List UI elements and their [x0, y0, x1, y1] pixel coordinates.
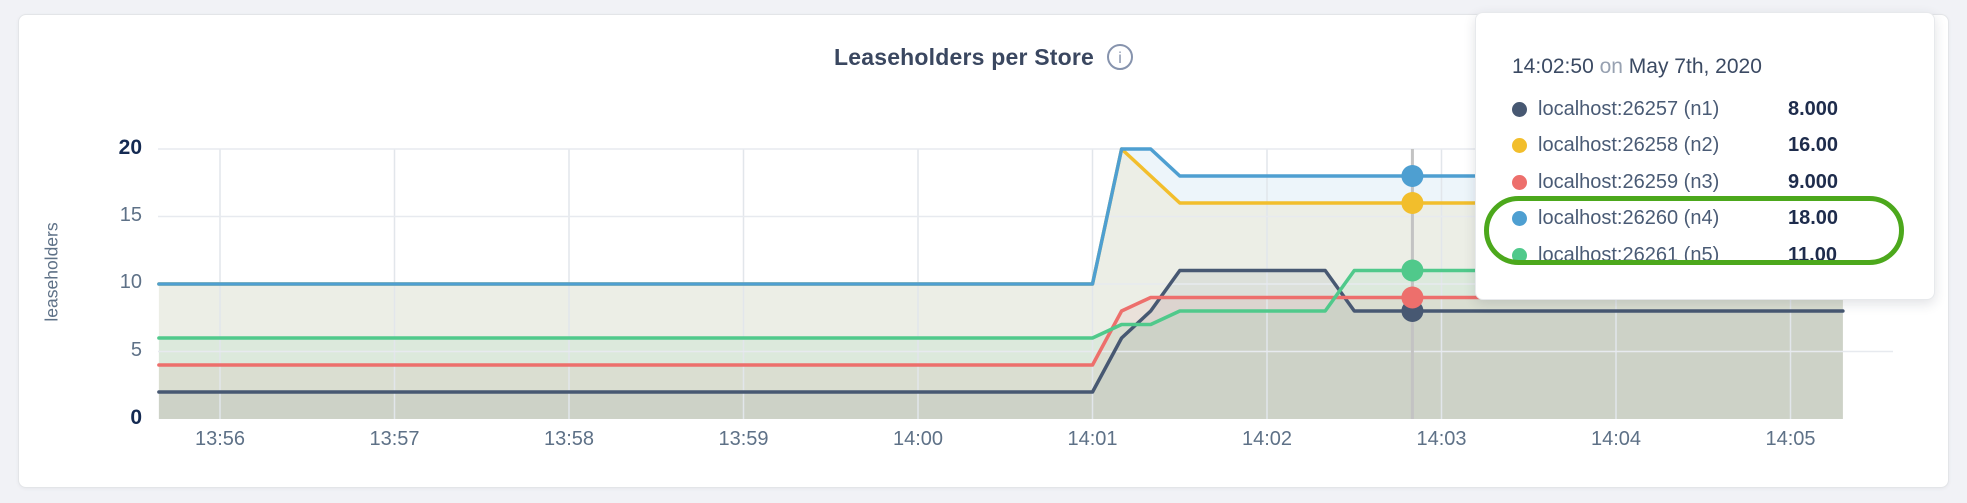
- legend-dot-n1: [1512, 101, 1527, 117]
- y-tick-label: 20: [118, 136, 142, 159]
- info-icon[interactable]: i: [1107, 44, 1134, 70]
- legend-dot-n2: [1512, 138, 1527, 154]
- chart-tooltip: 14:02:50 on May 7th, 2020 localhost:2625…: [1475, 12, 1935, 300]
- y-tick-label: 5: [130, 338, 142, 361]
- tooltip-row-n2: localhost:26258 (n2) 16.00: [1476, 128, 1934, 165]
- tooltip-time: 14:02:50: [1512, 55, 1594, 78]
- legend-label: localhost:26257 (n1): [1538, 97, 1720, 120]
- hover-dot-n3: [1401, 286, 1424, 309]
- hover-dot-n2: [1401, 192, 1424, 214]
- series-line-n4: [157, 147, 1845, 286]
- legend-label: localhost:26260 (n4): [1538, 207, 1720, 230]
- x-tick-label: 13:58: [543, 428, 595, 450]
- legend-dot-n5: [1512, 247, 1527, 263]
- legend-value: 8.000: [1788, 97, 1839, 120]
- x-tick-label: 14:03: [1416, 428, 1467, 450]
- series-line-n3: [157, 295, 1845, 367]
- tooltip-date: May 7th, 2020: [1628, 55, 1762, 78]
- page-title: Leaseholders per Store: [833, 43, 1095, 70]
- x-tick-label: 13:57: [369, 428, 420, 450]
- series-line-n1: [157, 268, 1845, 394]
- x-tick-label: 13:59: [718, 428, 769, 450]
- tooltip-row-n4: localhost:26260 (n4) 18.00: [1476, 201, 1934, 238]
- legend-value: 16.00: [1788, 134, 1839, 157]
- chart-header: Leaseholders per Store i: [18, 42, 1949, 72]
- tooltip-row-n3: localhost:26259 (n3) 9.000: [1476, 164, 1934, 201]
- legend-label: localhost:26261 (n5): [1538, 243, 1720, 266]
- tooltip-legend: localhost:26257 (n1) 8.000 localhost:26258…: [1476, 91, 1934, 274]
- legend-dot-n3: [1512, 174, 1527, 190]
- legend-value: 11.00: [1788, 243, 1837, 266]
- hover-dot-n5: [1401, 259, 1424, 282]
- legend-label: localhost:26258 (n2): [1538, 134, 1720, 157]
- series-line-n5: [157, 268, 1845, 340]
- series-area-n1: [158, 270, 1843, 419]
- legend-value: 18.00: [1788, 207, 1839, 230]
- x-tick-label: 14:05: [1765, 428, 1816, 450]
- tooltip-timestamp: 14:02:50 on May 7th, 2020: [1512, 55, 1762, 79]
- x-tick-label: 14:01: [1067, 428, 1118, 450]
- y-tick-label: 0: [130, 406, 142, 429]
- legend-dot-n4: [1512, 211, 1527, 227]
- x-tick-label: 14:02: [1241, 428, 1293, 450]
- x-tick-label: 14:00: [892, 428, 944, 450]
- hover-dot-n4: [1401, 165, 1424, 187]
- y-tick-label: 10: [119, 271, 142, 293]
- x-tick-label: 13:56: [194, 428, 246, 450]
- tooltip-row-n5: localhost:26261 (n5) 11.00: [1476, 237, 1934, 274]
- y-tick-label: 15: [119, 203, 142, 226]
- legend-value: 9.000: [1788, 170, 1839, 193]
- tooltip-row-n1: localhost:26257 (n1) 8.000: [1476, 91, 1934, 128]
- x-tick-label: 14:04: [1590, 428, 1642, 450]
- series-area-n3: [158, 297, 1843, 419]
- legend-label: localhost:26259 (n3): [1538, 170, 1720, 193]
- tooltip-on-word: on: [1599, 55, 1623, 78]
